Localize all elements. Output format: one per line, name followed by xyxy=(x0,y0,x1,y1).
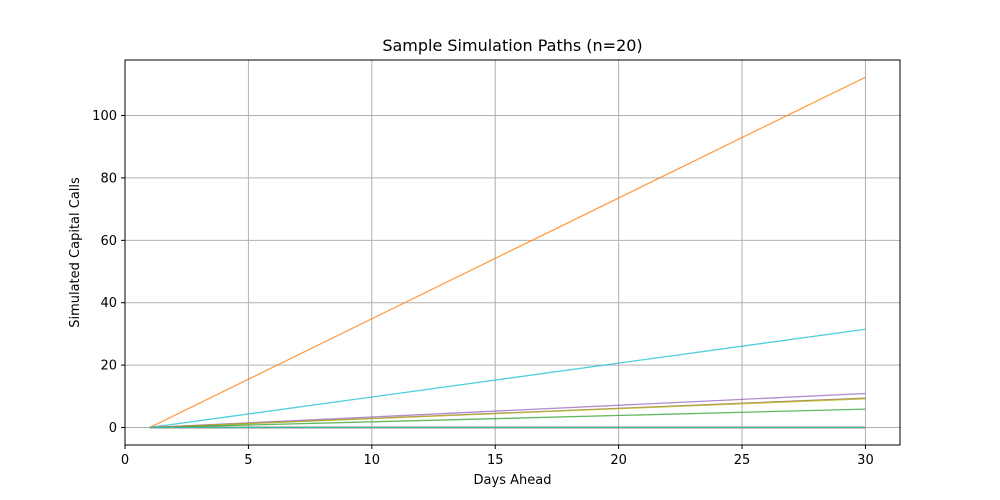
series-line-5 xyxy=(149,398,866,429)
grid xyxy=(124,60,900,445)
series-line-1 xyxy=(149,76,866,429)
x-axis-label: Days Ahead xyxy=(474,473,552,488)
axis-ticks: 0 5 10 15 20 25 30 0 20 40 60 80 100 xyxy=(92,109,874,468)
y-tick-label: 0 xyxy=(109,421,117,436)
y-tick-label: 40 xyxy=(100,296,117,311)
plot-frame xyxy=(124,59,901,446)
series-line-2 xyxy=(149,328,866,429)
x-tick-label: 25 xyxy=(734,453,751,468)
series-line-6 xyxy=(149,408,866,429)
y-tick-label: 60 xyxy=(100,234,117,249)
y-tick-label: 20 xyxy=(100,359,117,374)
series-lines xyxy=(149,76,866,429)
x-tick-label: 15 xyxy=(487,453,504,468)
series-line-3 xyxy=(149,392,866,429)
x-tick-label: 0 xyxy=(121,453,129,468)
y-axis-label: Simulated Capital Calls xyxy=(68,177,83,328)
x-tick-label: 5 xyxy=(244,453,252,468)
y-tick-label: 80 xyxy=(100,171,117,186)
y-tick-label: 100 xyxy=(92,109,117,124)
x-tick-label: 10 xyxy=(364,453,381,468)
chart-title: Sample Simulation Paths (n=20) xyxy=(382,36,642,55)
x-tick-label: 20 xyxy=(610,453,627,468)
x-tick-label: 30 xyxy=(857,453,874,468)
